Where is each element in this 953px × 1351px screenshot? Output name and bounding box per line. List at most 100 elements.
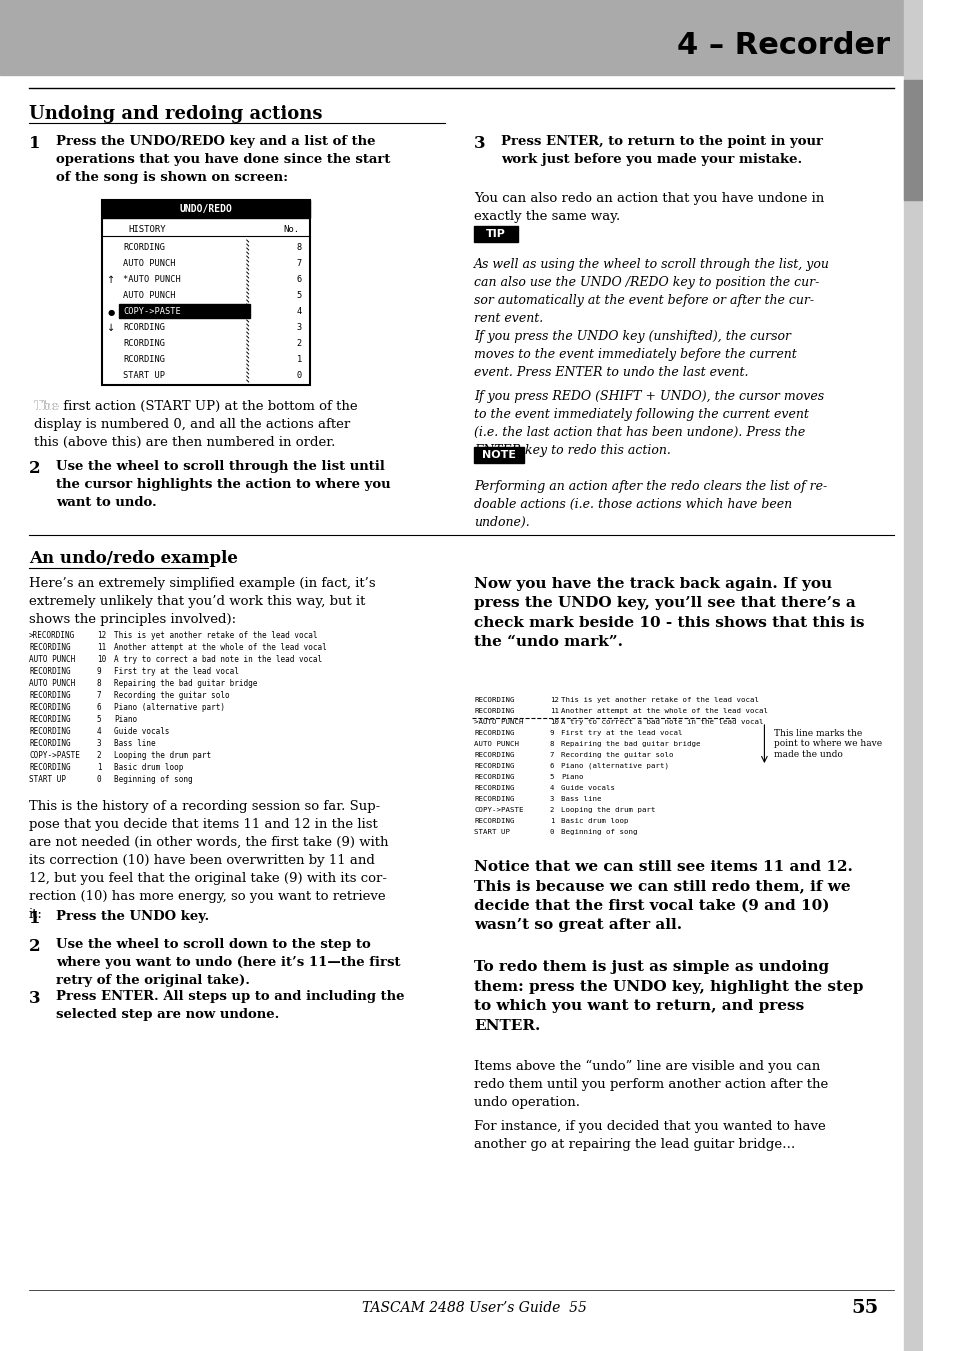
Text: 3: 3 (549, 796, 554, 802)
Text: Repairing the bad guitar bridge: Repairing the bad guitar bridge (560, 740, 700, 747)
Text: 11: 11 (549, 708, 558, 713)
Text: This is yet another retake of the lead vocal: This is yet another retake of the lead v… (114, 631, 317, 639)
Text: 9: 9 (96, 666, 101, 676)
Text: ●: ● (108, 308, 114, 316)
Text: 6: 6 (296, 276, 301, 285)
Text: First try at the lead vocal: First try at the lead vocal (560, 730, 682, 736)
Text: 10: 10 (96, 654, 106, 663)
Text: UNDO/REDO: UNDO/REDO (179, 204, 232, 213)
Text: AUTO PUNCH: AUTO PUNCH (29, 678, 75, 688)
Text: RCORDING: RCORDING (123, 323, 165, 332)
Bar (474, 447, 524, 463)
Text: Piano: Piano (114, 715, 137, 724)
Text: RECORDING: RECORDING (29, 666, 71, 676)
Text: No.: No. (284, 226, 299, 235)
Text: 7: 7 (96, 690, 101, 700)
Text: RECORDING: RECORDING (474, 697, 514, 703)
Text: Basic drum loop: Basic drum loop (114, 762, 183, 771)
Text: 1: 1 (29, 911, 40, 927)
Text: This line marks the
point to where we have
made the undo: This line marks the point to where we ha… (773, 730, 882, 759)
Text: START UP: START UP (29, 774, 66, 784)
Text: Press ENTER, to return to the point in your
work just before you made your mista: Press ENTER, to return to the point in y… (500, 135, 822, 166)
Text: 8: 8 (296, 243, 301, 253)
Text: Piano: Piano (560, 774, 583, 780)
Text: RECORDING: RECORDING (474, 774, 514, 780)
Text: >AUTO PUNCH: >AUTO PUNCH (474, 719, 523, 725)
Text: 4: 4 (96, 727, 101, 735)
Text: A try to correct a bad note in the lead vocal: A try to correct a bad note in the lead … (560, 719, 763, 725)
Text: The: The (33, 400, 63, 413)
Text: Press ENTER. All steps up to and including the
selected step are now undone.: Press ENTER. All steps up to and includi… (56, 990, 404, 1021)
Text: RECORDING: RECORDING (29, 739, 71, 747)
Text: 12: 12 (549, 697, 558, 703)
Text: 3: 3 (296, 323, 301, 332)
Bar (902, 0, 923, 1351)
Text: If you press REDO (SHIFT + UNDO), the cursor moves
to the event immediately foll: If you press REDO (SHIFT + UNDO), the cu… (474, 390, 823, 457)
Text: 7: 7 (296, 259, 301, 269)
Text: For instance, if you decided that you wanted to have
another go at repairing the: For instance, if you decided that you wa… (474, 1120, 825, 1151)
Text: Recording the guitar solo: Recording the guitar solo (560, 753, 673, 758)
Text: Repairing the bad guitar bridge: Repairing the bad guitar bridge (114, 678, 257, 688)
Text: START UP: START UP (123, 372, 165, 381)
Text: 3: 3 (29, 990, 41, 1006)
Text: TASCAM 2488 User’s Guide  55: TASCAM 2488 User’s Guide 55 (361, 1301, 586, 1315)
Text: Use the wheel to scroll down to the step to
where you want to undo (here it’s 11: Use the wheel to scroll down to the step… (56, 938, 400, 988)
Text: 5: 5 (296, 292, 301, 300)
Text: START UP: START UP (474, 830, 510, 835)
Bar (0, 0, 923, 76)
Text: This is yet another retake of the lead vocal: This is yet another retake of the lead v… (560, 697, 759, 703)
Text: RECORDING: RECORDING (474, 817, 514, 824)
Bar (119, 304, 250, 317)
Text: Guide vocals: Guide vocals (560, 785, 615, 790)
Text: Recording the guitar solo: Recording the guitar solo (114, 690, 230, 700)
Text: *AUTO PUNCH: *AUTO PUNCH (123, 276, 180, 285)
Text: Now you have the track back again. If you
press the UNDO key, you’ll see that th: Now you have the track back again. If yo… (474, 577, 863, 650)
Bar (902, 80, 923, 200)
Text: 2: 2 (29, 938, 41, 955)
Text: ↓: ↓ (107, 323, 115, 332)
Text: RECORDING: RECORDING (474, 753, 514, 758)
Text: 9: 9 (549, 730, 554, 736)
Bar (474, 226, 517, 242)
Text: 11: 11 (96, 643, 106, 651)
Text: 55: 55 (851, 1300, 878, 1317)
Text: This is the history of a recording session so far. Sup-
pose that you decide tha: This is the history of a recording sessi… (29, 800, 388, 921)
Text: 0: 0 (549, 830, 554, 835)
Text: The first action (START UP) at the bottom of the
display is numbered 0, and all : The first action (START UP) at the botto… (33, 400, 357, 449)
Text: Use the wheel to scroll through the list until
the cursor highlights the action : Use the wheel to scroll through the list… (56, 459, 391, 509)
Text: 2: 2 (96, 751, 101, 759)
Text: COPY->PASTE: COPY->PASTE (29, 751, 80, 759)
Text: 5: 5 (549, 774, 554, 780)
Text: 1: 1 (549, 817, 554, 824)
Text: RECORDING: RECORDING (474, 763, 514, 769)
Text: Piano (alternative part): Piano (alternative part) (560, 763, 668, 769)
Text: A try to correct a bad note in the lead vocal: A try to correct a bad note in the lead … (114, 654, 322, 663)
Text: 7: 7 (549, 753, 554, 758)
Text: Beginning of song: Beginning of song (560, 830, 637, 835)
Bar (101, 200, 310, 385)
Text: RCORDING: RCORDING (123, 243, 165, 253)
Text: HISTORY: HISTORY (129, 226, 166, 235)
Text: 0: 0 (96, 774, 101, 784)
Text: 6: 6 (549, 763, 554, 769)
Text: TIP: TIP (485, 230, 505, 239)
Text: Notice that we can still see items 11 and 12.
This is because we can still redo : Notice that we can still see items 11 an… (474, 861, 852, 932)
Text: AUTO PUNCH: AUTO PUNCH (123, 292, 175, 300)
Text: 10: 10 (549, 719, 558, 725)
Text: Press the UNDO key.: Press the UNDO key. (56, 911, 209, 923)
Text: RECORDING: RECORDING (474, 708, 514, 713)
Text: 3: 3 (96, 739, 101, 747)
Text: ↑: ↑ (107, 276, 115, 285)
Text: COPY->PASTE: COPY->PASTE (474, 807, 523, 813)
Text: 4: 4 (296, 308, 301, 316)
Text: Press the UNDO/REDO key and a list of the
operations that you have done since th: Press the UNDO/REDO key and a list of th… (56, 135, 390, 184)
Text: 2: 2 (296, 339, 301, 349)
Text: If you press the UNDO key (unshifted), the cursor
moves to the event immediately: If you press the UNDO key (unshifted), t… (474, 330, 796, 380)
Text: Performing an action after the redo clears the list of re-
doable actions (i.e. : Performing an action after the redo clea… (474, 480, 826, 530)
Bar (101, 200, 310, 218)
Text: Bass line: Bass line (560, 796, 601, 802)
Text: 5: 5 (96, 715, 101, 724)
Text: 1: 1 (29, 135, 40, 153)
Text: Bass line: Bass line (114, 739, 155, 747)
Text: 3: 3 (474, 135, 485, 153)
